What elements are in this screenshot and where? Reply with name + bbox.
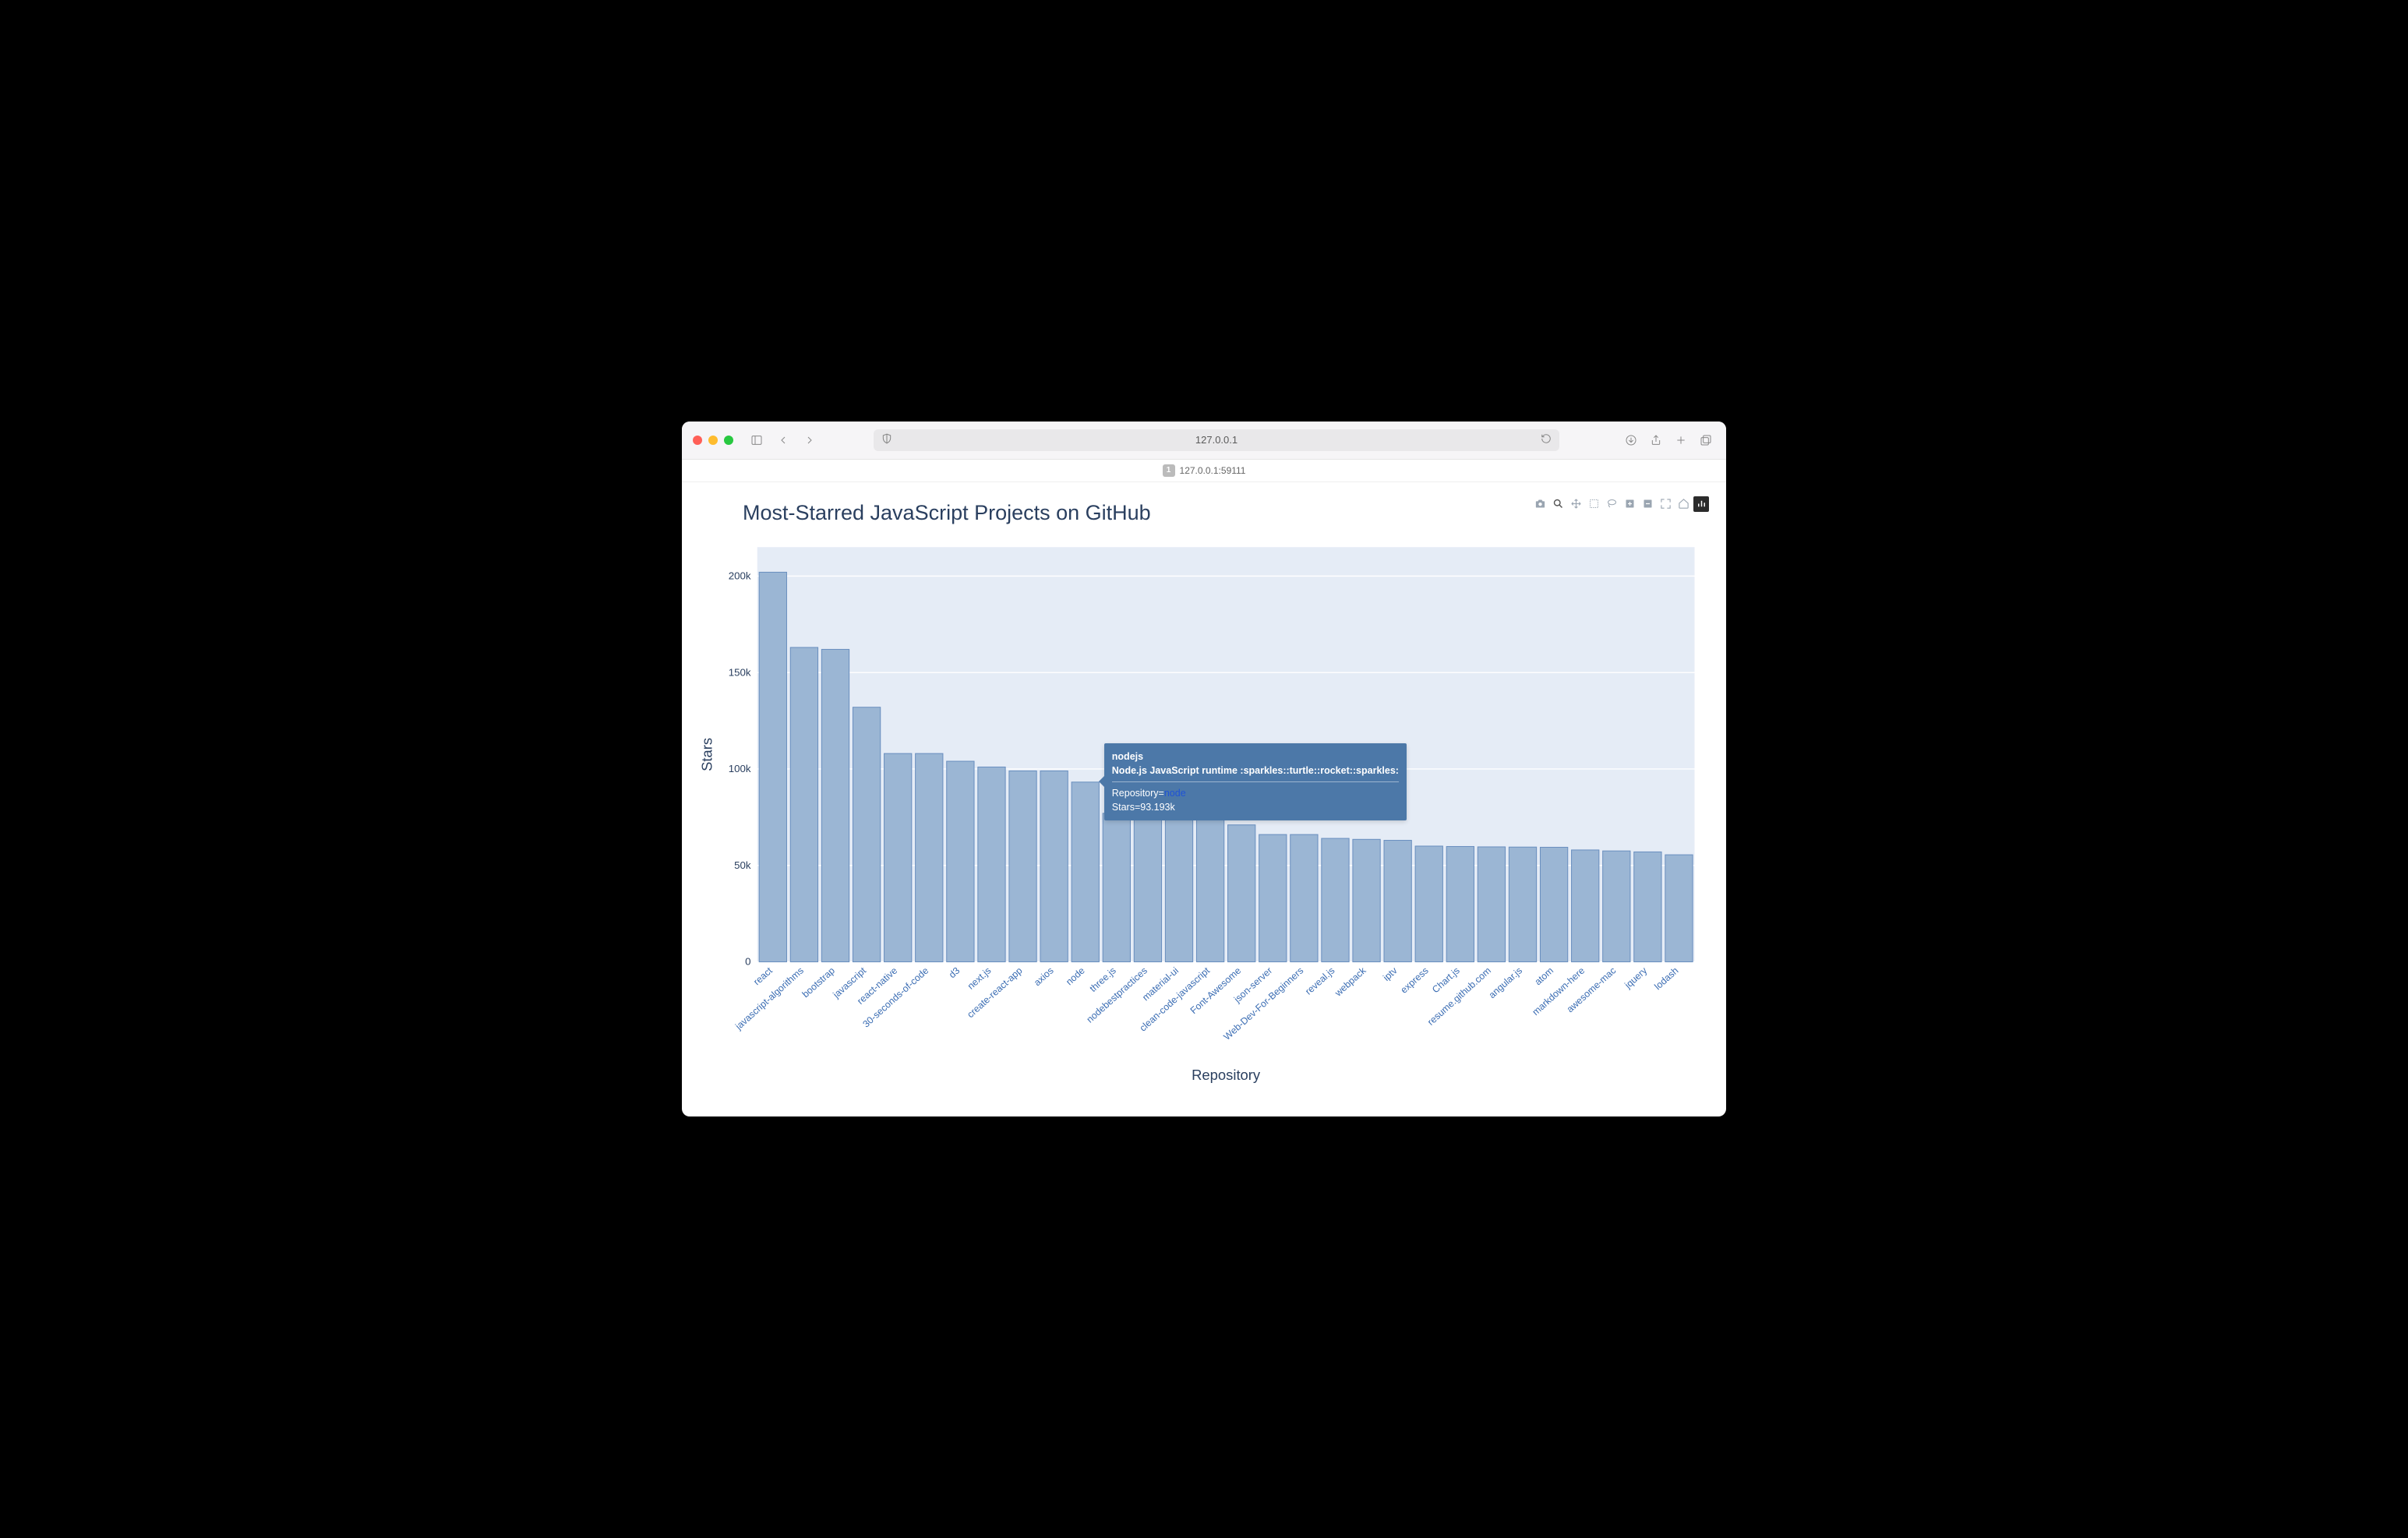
bar-javascript-algorithms[interactable]	[790, 647, 817, 962]
bar-d3[interactable]	[947, 761, 974, 961]
svg-text:Stars: Stars	[698, 738, 715, 771]
svg-text:Repository: Repository	[1192, 1067, 1261, 1083]
box-select-icon[interactable]	[1586, 496, 1601, 512]
tab-favicon: 1	[1163, 464, 1175, 477]
bar-atom[interactable]	[1540, 847, 1567, 961]
tab-strip: 1 127.0.0.1:59111	[682, 460, 1726, 482]
lasso-select-icon[interactable]	[1604, 496, 1619, 512]
bar-markdown-here[interactable]	[1572, 850, 1599, 962]
bar-create-react-app[interactable]	[1009, 771, 1036, 961]
toolbar-right	[1622, 432, 1715, 449]
bar-react[interactable]	[759, 572, 786, 961]
bar-axios[interactable]	[1040, 771, 1068, 961]
svg-text:50k: 50k	[734, 859, 751, 871]
pan-icon[interactable]	[1568, 496, 1584, 512]
svg-text:d3: d3	[947, 965, 962, 980]
svg-text:reveal.js: reveal.js	[1303, 965, 1336, 997]
address-bar[interactable]: 127.0.0.1	[874, 429, 1559, 451]
bar-next.js[interactable]	[978, 767, 1005, 961]
svg-text:jquery: jquery	[1622, 965, 1650, 991]
bar-resume.github.com[interactable]	[1478, 847, 1505, 962]
page-content: Most-Starred JavaScript Projects on GitH…	[682, 482, 1726, 1116]
bar-angular.js[interactable]	[1509, 847, 1536, 961]
plotly-logo-icon[interactable]	[1693, 496, 1709, 512]
plotly-modebar	[1532, 496, 1709, 512]
zoom-out-icon[interactable]	[1640, 496, 1655, 512]
svg-text:create-react-app: create-react-app	[965, 965, 1024, 1020]
svg-text:lodash: lodash	[1652, 965, 1680, 992]
bar-jquery[interactable]	[1634, 852, 1661, 961]
bar-Font-Awesome[interactable]	[1228, 825, 1255, 962]
svg-text:bootstrap: bootstrap	[800, 965, 838, 1000]
svg-text:axios: axios	[1032, 965, 1056, 988]
minimize-window-button[interactable]	[708, 436, 718, 445]
svg-text:150k: 150k	[729, 666, 751, 678]
svg-text:100k: 100k	[729, 763, 751, 774]
svg-text:webpack: webpack	[1332, 965, 1368, 999]
forward-button[interactable]	[800, 432, 819, 449]
bar-bootstrap[interactable]	[821, 649, 849, 961]
zoom-icon[interactable]	[1550, 496, 1566, 512]
share-button[interactable]	[1647, 432, 1665, 449]
bar-javascript[interactable]	[853, 707, 880, 962]
bar-material-ui[interactable]	[1165, 813, 1192, 962]
shield-icon	[881, 433, 892, 446]
address-text: 127.0.0.1	[1195, 434, 1238, 446]
tabs-button[interactable]	[1697, 432, 1715, 449]
svg-text:0: 0	[745, 955, 750, 967]
svg-text:angular.js: angular.js	[1487, 965, 1524, 1000]
bar-30-seconds-of-code[interactable]	[916, 753, 943, 961]
bar-Web-Dev-For-Beginners[interactable]	[1291, 834, 1318, 961]
svg-text:atom: atom	[1532, 965, 1555, 987]
tab-title: 127.0.0.1:59111	[1180, 465, 1246, 476]
bar-express[interactable]	[1415, 846, 1442, 962]
downloads-button[interactable]	[1622, 432, 1640, 449]
new-tab-button[interactable]	[1672, 432, 1690, 449]
svg-text:node: node	[1064, 965, 1087, 987]
bar-nodebestpractices[interactable]	[1134, 813, 1161, 962]
bar-chart[interactable]: 050k100k150k200kreactjavascript-algorith…	[697, 539, 1711, 1089]
browser-window: 127.0.0.1 1 127.0.0.1:59111	[682, 422, 1726, 1116]
bar-Chart.js[interactable]	[1446, 846, 1474, 961]
bar-webpack[interactable]	[1353, 839, 1380, 961]
bar-lodash[interactable]	[1665, 855, 1693, 961]
bar-awesome-mac[interactable]	[1603, 851, 1630, 961]
camera-icon[interactable]	[1532, 496, 1548, 512]
back-button[interactable]	[774, 432, 793, 449]
reset-axes-icon[interactable]	[1675, 496, 1691, 512]
autoscale-icon[interactable]	[1658, 496, 1673, 512]
bar-three.js[interactable]	[1103, 813, 1130, 962]
bar-json-server[interactable]	[1259, 834, 1287, 961]
zoom-in-icon[interactable]	[1622, 496, 1637, 512]
svg-text:react: react	[751, 965, 775, 987]
svg-text:next.js: next.js	[966, 965, 994, 991]
svg-text:express: express	[1398, 965, 1430, 995]
bar-clean-code-javascript[interactable]	[1196, 811, 1223, 961]
svg-text:200k: 200k	[729, 570, 751, 581]
fullscreen-window-button[interactable]	[724, 436, 733, 445]
svg-text:iptv: iptv	[1381, 965, 1400, 983]
chart-area: 050k100k150k200kreactjavascript-algorith…	[697, 539, 1711, 1093]
close-window-button[interactable]	[693, 436, 702, 445]
bar-node[interactable]	[1072, 782, 1099, 962]
reload-icon[interactable]	[1541, 433, 1552, 446]
sidebar-toggle-button[interactable]	[747, 432, 766, 449]
bar-reveal.js[interactable]	[1322, 838, 1349, 961]
bar-react-native[interactable]	[884, 753, 912, 961]
bar-iptv[interactable]	[1384, 840, 1411, 961]
window-controls	[693, 436, 733, 445]
browser-toolbar: 127.0.0.1	[682, 422, 1726, 460]
